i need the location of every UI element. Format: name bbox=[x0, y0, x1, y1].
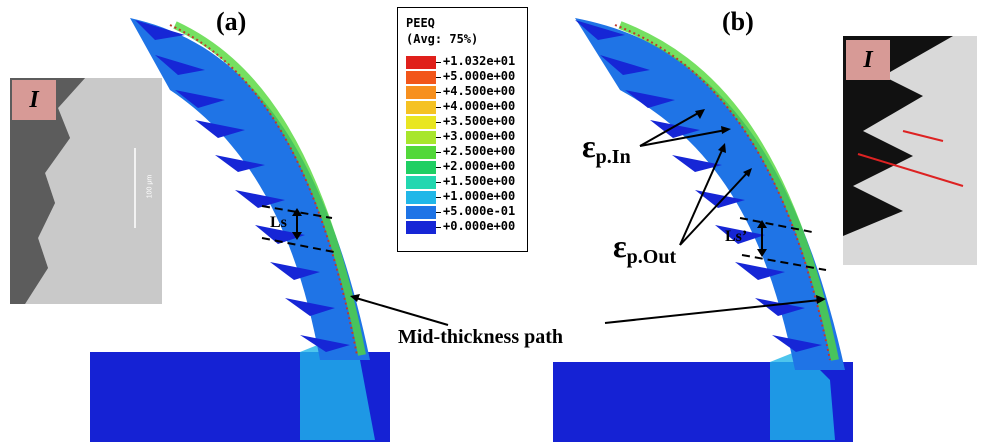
legend-swatch bbox=[406, 56, 436, 69]
legend-entry-label: +4.500e+00 bbox=[443, 84, 516, 98]
legend-subtitle: (Avg: 75%) bbox=[406, 32, 479, 46]
legend-swatch bbox=[406, 71, 436, 84]
panel-label-a: (a) bbox=[216, 7, 247, 36]
mid-thickness-path-label: Mid-thickness path bbox=[398, 326, 564, 348]
legend-swatch bbox=[406, 161, 436, 174]
legend-entry-label: +2.500e+00 bbox=[443, 144, 516, 158]
legend-swatch bbox=[406, 146, 436, 159]
legend-entry: +4.000e+00 bbox=[406, 99, 524, 114]
legend-swatch bbox=[406, 101, 436, 114]
legend-swatch bbox=[406, 221, 436, 234]
legend-entry: +3.000e+00 bbox=[406, 129, 524, 144]
ls-label: Ls bbox=[270, 214, 287, 231]
legend-entry: +5.000e-01 bbox=[406, 204, 524, 219]
ls-prime-label: Ls’ bbox=[725, 228, 748, 245]
legend-swatch bbox=[406, 191, 436, 204]
legend-entry: +5.000e+00 bbox=[406, 69, 524, 84]
legend-entry-label: +0.000e+00 bbox=[443, 219, 516, 233]
eps-p-out-label: εp.Out bbox=[613, 228, 677, 268]
eps-p-out-symbol: ε bbox=[613, 228, 627, 264]
legend-entry: +0.000e+00 bbox=[406, 219, 524, 234]
legend-entry-label: +5.000e-01 bbox=[443, 204, 516, 218]
eps-p-in-symbol: ε bbox=[582, 128, 596, 164]
peeq-legend: PEEQ (Avg: 75%) +1.032e+01 +5.000e+00 +4… bbox=[397, 7, 528, 252]
legend-entry-label: +3.500e+00 bbox=[443, 114, 516, 128]
micrograph-left-image bbox=[10, 78, 162, 304]
legend-swatch bbox=[406, 86, 436, 99]
legend-entry: +4.500e+00 bbox=[406, 84, 524, 99]
region-label-i-left: I bbox=[12, 80, 56, 120]
legend-entry: +3.500e+00 bbox=[406, 114, 524, 129]
panel-label-b: (b) bbox=[722, 7, 754, 36]
legend-title: PEEQ bbox=[406, 16, 435, 30]
legend-entry: +1.000e+00 bbox=[406, 189, 524, 204]
micrograph-right-image bbox=[843, 36, 977, 265]
legend-entry-label: +1.500e+00 bbox=[443, 174, 516, 188]
legend-entry: +1.032e+01 bbox=[406, 54, 524, 69]
legend-swatch bbox=[406, 131, 436, 144]
legend-entry-label: +5.000e+00 bbox=[443, 69, 516, 83]
legend-entry-label: +1.000e+00 bbox=[443, 189, 516, 203]
legend-swatch bbox=[406, 206, 436, 219]
legend-entry-label: +4.000e+00 bbox=[443, 99, 516, 113]
eps-p-in-subscript: p.In bbox=[595, 146, 631, 168]
legend-swatch bbox=[406, 116, 436, 129]
region-label-i-right: I bbox=[846, 40, 890, 80]
legend-entry-label: +2.000e+00 bbox=[443, 159, 516, 173]
legend-entry: +1.500e+00 bbox=[406, 174, 524, 189]
eps-p-in-label: εp.In bbox=[582, 128, 631, 168]
eps-p-out-subscript: p.Out bbox=[626, 246, 677, 268]
fin-contour-right bbox=[575, 18, 845, 370]
legend-entry-label: +3.000e+00 bbox=[443, 129, 516, 143]
legend-swatch bbox=[406, 176, 436, 189]
legend-entry: +2.000e+00 bbox=[406, 159, 524, 174]
fin-contour-left bbox=[130, 18, 370, 360]
legend-entry-label: +1.032e+01 bbox=[443, 54, 516, 68]
legend-entry: +2.500e+00 bbox=[406, 144, 524, 159]
